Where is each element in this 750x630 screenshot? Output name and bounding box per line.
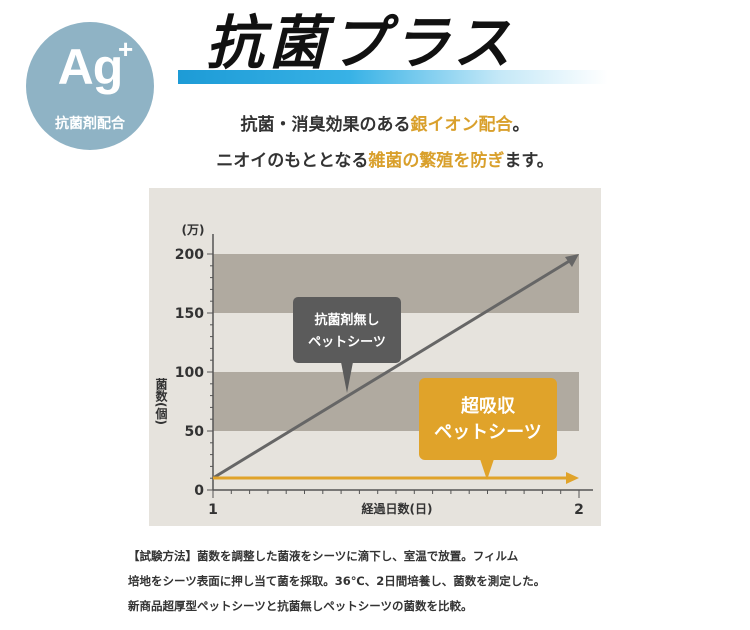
y-tick-label: 50: [185, 424, 205, 440]
lead-line-1-end: 。: [512, 115, 530, 135]
x-axis-label: 経過日数(日): [362, 501, 433, 516]
lead-line-1-highlight: 銀イオン配合: [410, 115, 513, 135]
lead-line-1-text: 抗菌・消臭効果のある: [240, 115, 411, 135]
y-tick-label: 0: [194, 483, 204, 499]
callout-pointer-no-antibacterial: [341, 362, 353, 393]
series-arrowhead-no-antibacterial: [565, 254, 579, 267]
badge-plus: +: [118, 34, 134, 64]
test-method-notes: 【試験方法】菌数を調整した菌液をシーツに滴下し、室温で放置。フィルム 培地をシー…: [128, 544, 628, 619]
y-unit-label: (万): [182, 223, 205, 237]
y-tick-label: 150: [175, 306, 204, 322]
callout-text-no-antibacterial: 抗菌剤無し: [314, 312, 379, 328]
callout-text-no-antibacterial: ペットシーツ: [308, 335, 386, 350]
note-line: 【試験方法】菌数を調整した菌液をシーツに滴下し、室温で放置。フィルム: [128, 549, 519, 563]
callout-text-super-absorbent: 超吸収: [461, 395, 516, 417]
series-arrowhead-super-absorbent: [566, 472, 579, 484]
bacteria-chart: 0 50 100 150 200 1 2 抗菌剤無し ペットシーツ 超吸収 ペットシーツ (万) …: [149, 188, 601, 530]
badge-symbol: Ag: [57, 39, 124, 95]
note-line: 培地をシーツ表面に押し当て菌を採取。36℃、2日間培養し、菌数を測定した。: [128, 574, 546, 588]
x-tick-label: 2: [574, 502, 584, 518]
y-tick-label: 100: [175, 365, 204, 381]
callout-box-super-absorbent: [419, 378, 557, 460]
lead-line-2: ニオイのもととなる雑菌の繁殖を防ぎます。: [150, 146, 620, 171]
badge-caption: 抗菌剤配合: [55, 116, 125, 132]
callout-pointer-super-absorbent: [480, 459, 494, 480]
lead-line-2-end: ます。: [504, 151, 554, 171]
callout-box-no-antibacterial: [293, 297, 401, 363]
lead-line-2-highlight: 雑菌の繁殖を防ぎ: [368, 151, 505, 171]
title-underline-bar: [178, 70, 608, 84]
lead-line-2-text: ニオイのもととなる: [216, 151, 369, 171]
antibacterial-badge: Ag + 抗菌剤配合: [26, 22, 154, 150]
lead-line-1: 抗菌・消臭効果のある銀イオン配合。: [150, 110, 620, 135]
page-title: 抗菌プラス: [206, 9, 515, 77]
y-axis-label: 菌数(個): [154, 377, 168, 425]
series-line-no-antibacterial: [212, 258, 572, 480]
note-line: 新商品超厚型ペットシーツと抗菌無しペットシーツの菌数を比較。: [128, 599, 473, 613]
x-tick-label: 1: [208, 502, 218, 518]
callout-text-super-absorbent: ペットシーツ: [434, 422, 542, 443]
y-tick-label: 200: [175, 247, 204, 263]
